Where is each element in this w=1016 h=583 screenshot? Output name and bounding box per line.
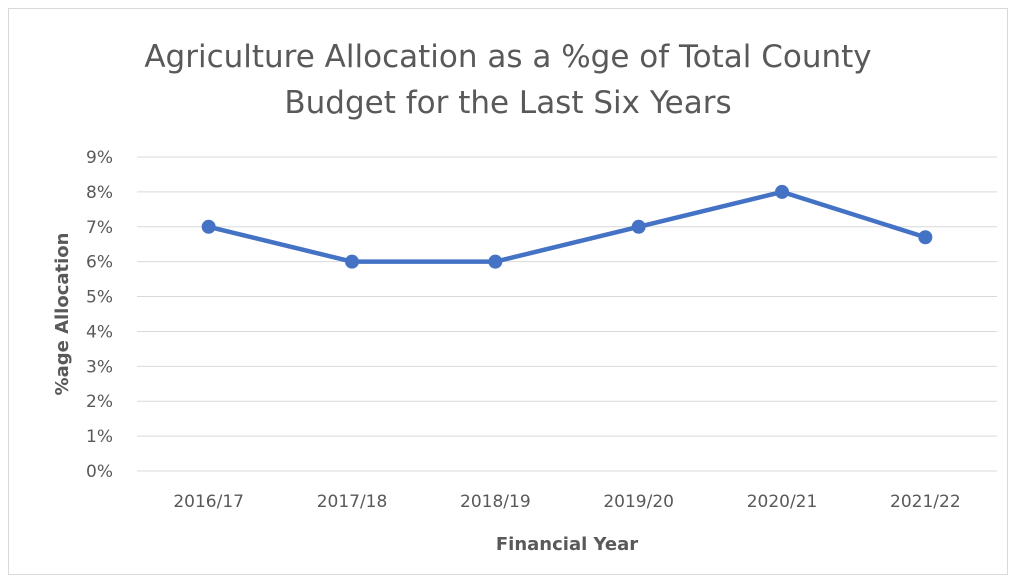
y-tick-label: 7%: [86, 218, 113, 238]
y-tick-label: 2%: [86, 392, 113, 412]
data-point: [775, 184, 789, 199]
chart-title-line-2: Budget for the Last Six Years: [284, 85, 732, 121]
x-tick-label: 2018/19: [460, 492, 531, 512]
series-layer: [201, 184, 933, 269]
y-tick-label: 5%: [86, 288, 113, 308]
x-axis-title: Financial Year: [496, 534, 638, 555]
data-point: [488, 254, 503, 269]
gridlines: [137, 156, 997, 472]
data-point: [918, 230, 933, 245]
series-line: [206, 189, 928, 264]
y-tick-label: 6%: [86, 253, 113, 273]
data-point: [201, 219, 216, 234]
x-tick-label: 2019/20: [603, 492, 674, 512]
y-tick-label: 3%: [86, 357, 113, 377]
y-tick-label: 9%: [86, 148, 113, 168]
y-tick-label: 4%: [86, 322, 113, 342]
y-tick-label: 1%: [86, 427, 113, 447]
x-tick-label: 2021/22: [890, 492, 961, 512]
x-tick-label: 2016/17: [173, 492, 244, 512]
y-tick-label: 8%: [86, 183, 113, 203]
x-axis-ticks: 2016/17 2017/18 2018/19 2019/20 2020/21 2021/…: [173, 492, 960, 512]
data-point: [345, 254, 359, 269]
x-tick-label: 2020/21: [747, 492, 818, 512]
data-point: [631, 219, 646, 234]
chart-title-line-1: Agriculture Allocation as a %ge of Total…: [144, 39, 872, 75]
chart-frame: [8, 8, 1008, 575]
x-tick-label: 2017/18: [317, 492, 388, 512]
y-axis-title: %age Allocation: [52, 233, 73, 396]
y-tick-label: 0%: [86, 462, 113, 482]
y-axis-ticks: 0% 1% 2% 3% 4% 5% 6% 7% 8% 9%: [86, 148, 113, 482]
